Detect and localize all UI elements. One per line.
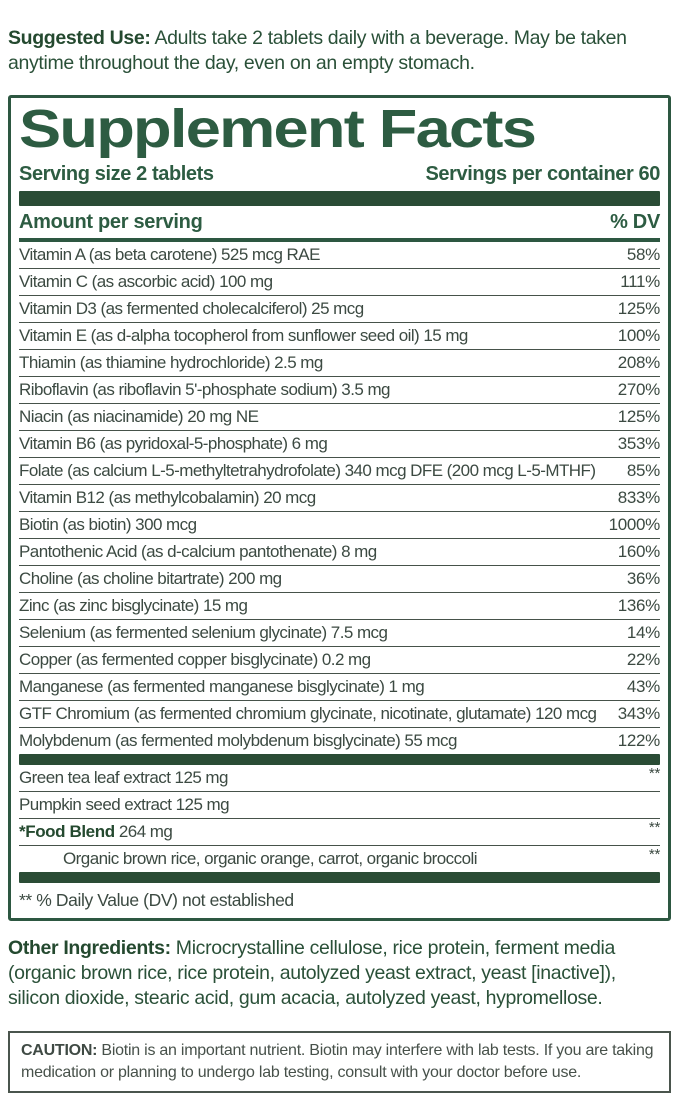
divider-bar-thick	[19, 191, 660, 206]
table-row: Selenium (as fermented selenium glycinat…	[19, 619, 660, 646]
nutrient-name: Folate (as calcium L-5-methyltetrahydrof…	[19, 461, 596, 480]
nutrient-name: GTF Chromium (as fermented chromium glyc…	[19, 704, 597, 723]
nutrient-dv: 58%	[626, 245, 660, 264]
amount-per-serving-header: Amount per serving	[19, 211, 203, 233]
table-row: Vitamin C (as ascorbic acid) 100 mg 111%	[19, 268, 660, 295]
other-ingredients-label: Other Ingredients:	[8, 937, 171, 959]
nutrient-name: Zinc (as zinc bisglycinate) 15 mg	[19, 596, 248, 615]
nutrient-name: Thiamin (as thiamine hydrochloride) 2.5 …	[19, 353, 323, 372]
extract-dv: **	[648, 765, 660, 782]
caution-label: CAUTION:	[21, 1041, 98, 1059]
table-row: GTF Chromium (as fermented chromium glyc…	[19, 700, 660, 727]
nutrient-dv: 833%	[617, 488, 661, 507]
other-ingredients-text: Microcrystalline cellulose, rice protein…	[8, 937, 616, 1009]
nutrient-dv: 343%	[617, 704, 661, 723]
other-ingredients-paragraph: Other Ingredients: Microcrystalline cell…	[8, 936, 671, 1011]
nutrient-dv: 270%	[617, 380, 661, 399]
nutrient-dv: 1000%	[608, 515, 661, 534]
table-row: Vitamin B6 (as pyridoxal-5-phosphate) 6 …	[19, 430, 660, 457]
extract-name: Pumpkin seed extract 125 mg	[19, 795, 230, 814]
food-blend-label: *Food Blend	[19, 822, 115, 841]
nutrient-name: Riboflavin (as riboflavin 5'-phosphate s…	[19, 380, 391, 399]
suggested-use-paragraph: Suggested Use: Adults take 2 tablets dai…	[8, 26, 671, 76]
divider-bar-footnote	[19, 872, 660, 883]
nutrient-dv: 353%	[617, 434, 661, 453]
caution-box: CAUTION: Biotin is an important nutrient…	[8, 1030, 671, 1093]
table-row: Vitamin E (as d-alpha tocopherol from su…	[19, 322, 660, 349]
food-blend-name: *Food Blend 264 mg	[19, 819, 173, 845]
table-row: Choline (as choline bitartrate) 200 mg 36…	[19, 565, 660, 592]
supplement-facts-panel: Supplement Facts Serving size 2 tablets …	[8, 95, 671, 921]
nutrient-dv: 111%	[620, 272, 660, 291]
divider-bar-extracts	[19, 754, 660, 765]
nutrient-name: Niacin (as niacinamide) 20 mg NE	[19, 407, 259, 426]
caution-text: Biotin is an important nutrient. Biotin …	[21, 1041, 654, 1081]
nutrient-dv: 122%	[617, 731, 661, 750]
amount-header-row: Amount per serving % DV	[19, 206, 660, 242]
panel-title: Supplement Facts	[19, 100, 537, 159]
nutrient-name: Choline (as choline bitartrate) 200 mg	[19, 569, 282, 588]
table-row: Molybdenum (as fermented molybdenum bisg…	[19, 727, 660, 754]
panel-title-line: Supplement Facts	[19, 100, 660, 160]
food-blend-row: *Food Blend 264 mg **	[19, 818, 660, 845]
table-row: Green tea leaf extract 125 mg **	[19, 765, 660, 791]
nutrient-name: Vitamin B6 (as pyridoxal-5-phosphate) 6 …	[19, 434, 328, 453]
nutrient-dv: 100%	[617, 326, 661, 345]
nutrient-dv: 125%	[617, 407, 661, 426]
nutrient-name: Copper (as fermented copper bisglycinate…	[19, 650, 371, 669]
table-row: Zinc (as zinc bisglycinate) 15 mg 136%	[19, 592, 660, 619]
food-blend-ingredients: Organic brown rice, organic orange, carr…	[63, 849, 477, 868]
table-row: Biotin (as biotin) 300 mcg 1000%	[19, 511, 660, 538]
nutrient-dv: 22%	[626, 650, 660, 669]
nutrient-name: Manganese (as fermented manganese bisgly…	[19, 677, 425, 696]
nutrient-name: Molybdenum (as fermented molybdenum bisg…	[19, 731, 457, 750]
dv-header: % DV	[610, 211, 660, 233]
nutrient-dv: 208%	[617, 353, 661, 372]
nutrient-name: Biotin (as biotin) 300 mcg	[19, 515, 197, 534]
food-blend-dv: **	[648, 819, 660, 836]
table-row: Copper (as fermented copper bisglycinate…	[19, 646, 660, 673]
suggested-use-text: Adults take 2 tablets daily with a bever…	[8, 26, 627, 74]
nutrient-dv: 160%	[617, 542, 661, 561]
servings-per-container: Servings per container 60	[425, 163, 660, 185]
table-row: Vitamin B12 (as methylcobalamin) 20 mcg 8…	[19, 484, 660, 511]
table-row: Niacin (as niacinamide) 20 mg NE 125%	[19, 403, 660, 430]
nutrient-name: Selenium (as fermented selenium glycinat…	[19, 623, 388, 642]
nutrient-name: Vitamin D3 (as fermented cholecalciferol…	[19, 299, 364, 318]
serving-info-row: Serving size 2 tablets Servings per cont…	[19, 162, 660, 186]
nutrient-dv: 125%	[617, 299, 661, 318]
nutrient-name: Pantothenic Acid (as d-calcium pantothen…	[19, 542, 377, 561]
table-row: Riboflavin (as riboflavin 5'-phosphate s…	[19, 376, 660, 403]
nutrient-dv: 136%	[617, 596, 661, 615]
nutrient-dv: 43%	[626, 677, 660, 696]
food-blend-sub-row: Organic brown rice, organic orange, carr…	[19, 845, 660, 872]
nutrient-name: Vitamin C (as ascorbic acid) 100 mg	[19, 272, 273, 291]
extract-name: Green tea leaf extract 125 mg	[19, 768, 229, 787]
food-blend-amount: 264 mg	[118, 822, 173, 841]
nutrient-name: Vitamin A (as beta carotene) 525 mcg RAE	[19, 245, 320, 264]
table-row: Pumpkin seed extract 125 mg	[19, 791, 660, 818]
dv-footnote: ** % Daily Value (DV) not established	[19, 890, 294, 910]
nutrient-dv: 36%	[626, 569, 660, 588]
extract-table: Green tea leaf extract 125 mg ** Pumpkin …	[19, 765, 660, 872]
suggested-use-label: Suggested Use:	[8, 26, 151, 49]
serving-size: Serving size 2 tablets	[19, 163, 214, 185]
table-row: Folate (as calcium L-5-methyltetrahydrof…	[19, 457, 660, 484]
table-row: Vitamin D3 (as fermented cholecalciferol…	[19, 295, 660, 322]
nutrient-table: Vitamin A (as beta carotene) 525 mcg RAE…	[19, 242, 660, 754]
table-row: Thiamin (as thiamine hydrochloride) 2.5 …	[19, 349, 660, 376]
nutrient-name: Vitamin E (as d-alpha tocopherol from su…	[19, 326, 468, 345]
nutrient-dv: 85%	[626, 461, 660, 480]
table-row: Pantothenic Acid (as d-calcium pantothen…	[19, 538, 660, 565]
nutrient-name: Vitamin B12 (as methylcobalamin) 20 mcg	[19, 488, 316, 507]
food-blend-sub-dv: **	[648, 846, 660, 863]
table-row: Vitamin A (as beta carotene) 525 mcg RAE…	[19, 242, 660, 268]
nutrient-dv: 14%	[626, 623, 660, 642]
table-row: Manganese (as fermented manganese bisgly…	[19, 673, 660, 700]
